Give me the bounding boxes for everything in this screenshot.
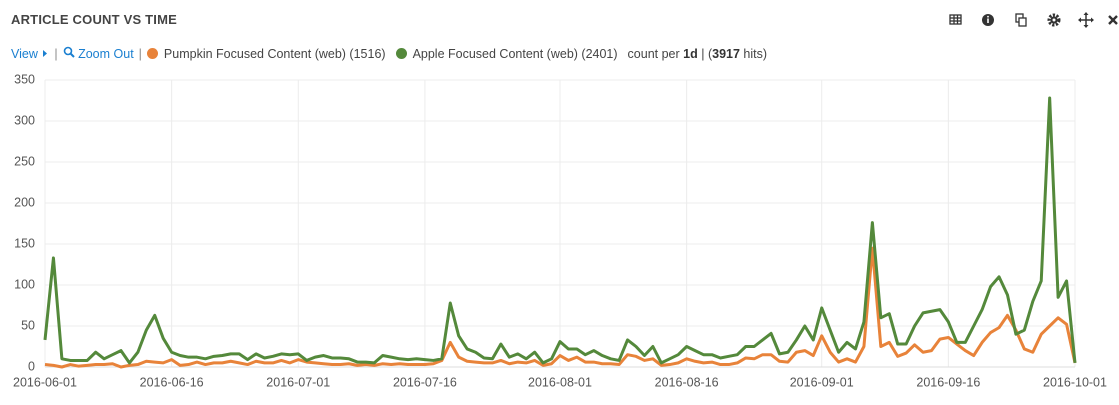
table-icon[interactable]	[949, 14, 962, 25]
y-tick-label: 0	[28, 359, 35, 373]
panel-title: ARTICLE COUNT VS TIME	[11, 12, 177, 27]
series-legend: Pumpkin Focused Content (web) (1516) Appl…	[146, 46, 628, 61]
separator: |	[138, 46, 142, 61]
y-tick-label: 300	[14, 113, 35, 127]
zoom-icon	[63, 46, 75, 58]
info-icon[interactable]	[982, 14, 994, 26]
move-icon[interactable]	[1078, 12, 1094, 28]
legend-item[interactable]: Apple Focused Content (web) (2401)	[395, 46, 618, 61]
summary-interval: 1d	[683, 46, 698, 61]
y-tick-label: 100	[14, 277, 35, 291]
summary-hits: 3917	[712, 46, 740, 61]
legend-swatch	[146, 48, 158, 59]
series-line	[43, 96, 1077, 365]
close-icon[interactable]	[1108, 15, 1118, 25]
legend-label: Pumpkin Focused Content (web) (1516)	[163, 46, 386, 61]
x-tick-label: 2016-06-01	[13, 375, 77, 389]
separator: |	[54, 46, 58, 61]
x-tick-label: 2016-09-16	[916, 375, 980, 389]
y-tick-label: 50	[21, 318, 35, 332]
legend-swatch	[395, 48, 407, 59]
summary-separator: | (	[701, 46, 713, 61]
x-tick-label: 2016-06-16	[140, 375, 204, 389]
x-tick-label: 2016-07-01	[266, 375, 330, 389]
caret-icon	[43, 49, 48, 57]
zoom-out[interactable]: Zoom Out	[63, 46, 134, 61]
series-line	[44, 246, 1077, 369]
legend-item[interactable]: Pumpkin Focused Content (web) (1516)	[146, 46, 386, 61]
x-tick-label: 2016-07-16	[393, 375, 457, 389]
y-tick-label: 200	[14, 195, 35, 209]
x-tick-label: 2016-10-01	[1043, 375, 1107, 389]
interval-summary: count per 1d | (3917 hits)	[628, 47, 768, 61]
legend: View | Zoom Out | Pumpkin Focused Conten…	[11, 46, 768, 62]
summary-suffix: hits)	[743, 46, 768, 61]
summary-prefix: count per	[627, 46, 680, 61]
y-tick-label: 250	[14, 154, 35, 168]
legend-label: Apple Focused Content (web) (2401)	[412, 46, 618, 61]
view-toggle[interactable]: View	[11, 47, 49, 61]
x-tick-label: 2016-08-16	[655, 375, 719, 389]
copy-icon[interactable]	[1015, 13, 1027, 27]
settings-icon[interactable]	[1047, 13, 1061, 27]
panel-toolbar	[949, 12, 1118, 28]
y-tick-label: 150	[14, 236, 35, 250]
x-tick-label: 2016-09-01	[790, 375, 854, 389]
x-tick-label: 2016-08-01	[528, 375, 592, 389]
y-tick-label: 350	[14, 72, 35, 86]
